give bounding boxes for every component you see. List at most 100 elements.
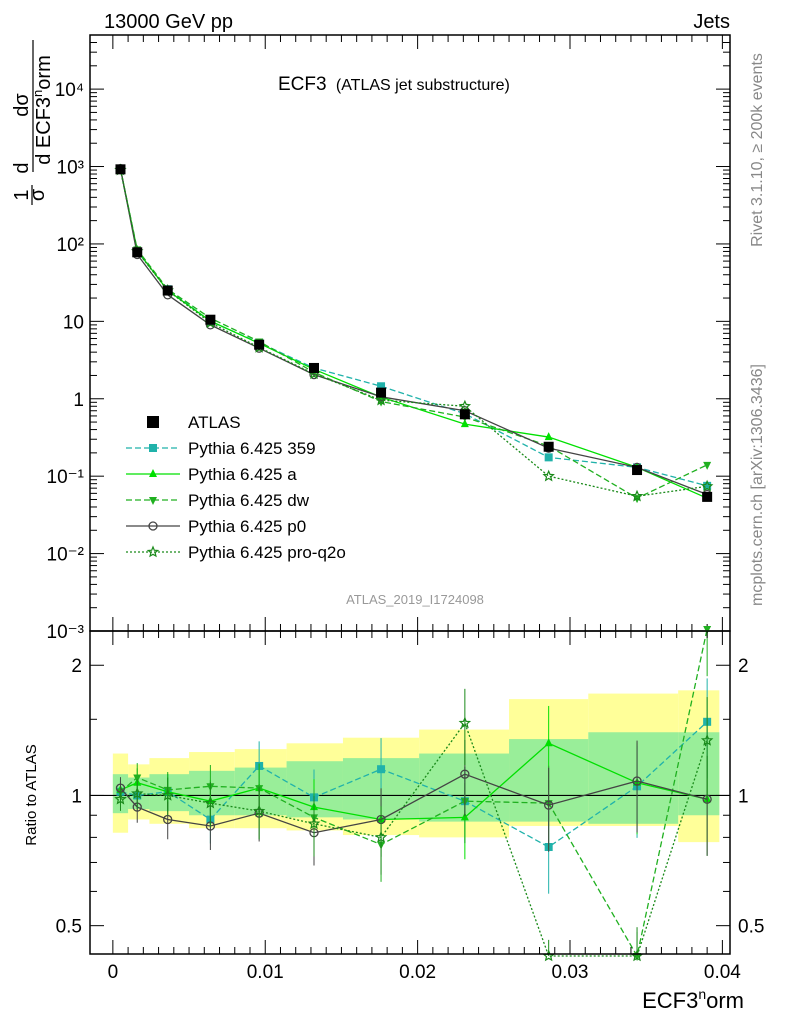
series-3-ratio-point bbox=[544, 800, 554, 810]
series-2-ratio-point bbox=[633, 953, 642, 961]
x-tick-label: 0.04 bbox=[704, 962, 741, 983]
series-4-ratio-point bbox=[700, 733, 714, 746]
series-3-ratio-point bbox=[163, 814, 173, 825]
series-4-point bbox=[542, 469, 555, 482]
ratio-band-inner-10 bbox=[678, 732, 720, 816]
x-tick-label: 0.02 bbox=[399, 962, 436, 983]
ratio-band-inner-4 bbox=[234, 767, 287, 816]
series-4-point bbox=[458, 399, 472, 412]
ratio-y-axis-label: Ratio to ATLAS bbox=[23, 744, 40, 845]
series-4-ratio-point bbox=[252, 804, 266, 817]
legend-entry: Pythia 6.425 dw bbox=[126, 491, 310, 510]
reference-point bbox=[162, 285, 173, 296]
ratio-band-inner-9 bbox=[588, 732, 679, 824]
series-4-ratio-point bbox=[374, 830, 388, 843]
legend-label: ATLAS bbox=[188, 413, 241, 432]
x-axis-label: ECF3norm bbox=[642, 986, 744, 1013]
series-0-point bbox=[703, 481, 712, 490]
reference-point bbox=[459, 409, 470, 420]
series-0-point bbox=[544, 453, 553, 462]
reference-point bbox=[309, 362, 319, 373]
legend-label: Pythia 6.425 p0 bbox=[188, 517, 306, 536]
x-tick-label: 0.01 bbox=[247, 962, 284, 983]
main-y-tick-label: 10⁻² bbox=[47, 545, 85, 566]
legend: ATLAS Pythia 6.425 359 Pythia 6.425 a Pythi… bbox=[126, 413, 346, 562]
ratio-y-tick-label: 1 bbox=[71, 786, 82, 807]
svg-text:1: 1 bbox=[11, 189, 33, 200]
legend-label: Pythia 6.425 359 bbox=[188, 439, 316, 458]
svg-text:dσ: dσ bbox=[11, 93, 33, 117]
series-4-point bbox=[700, 479, 714, 492]
legend-marker bbox=[148, 521, 158, 531]
analysis-id-label: ATLAS_2019_I1724098 bbox=[346, 592, 484, 607]
series-4-ratio-point bbox=[307, 817, 321, 830]
legend-marker bbox=[149, 469, 157, 477]
main-y-tick-label: 10³ bbox=[57, 158, 84, 179]
ratio-band-inner-7 bbox=[419, 753, 510, 822]
series-1-ratio-point bbox=[544, 738, 553, 747]
ratio-y-tick-label: 0.5 bbox=[56, 917, 82, 938]
reference-point bbox=[543, 441, 554, 452]
reference-point bbox=[702, 491, 713, 502]
x-tick-labels: 0 0.01 0.02 0.03 0.04 bbox=[108, 962, 742, 983]
series-4-ratio-point bbox=[161, 788, 174, 801]
svg-text:d: d bbox=[11, 162, 33, 173]
series-4-line bbox=[119, 169, 708, 497]
rivet-version-label: Rivet 3.1.10, ≥ 200k events bbox=[749, 53, 766, 247]
series-3-line bbox=[119, 168, 708, 496]
reference-point bbox=[632, 465, 643, 476]
svg-text:d ECF3norm: d ECF3norm bbox=[30, 55, 55, 165]
ratio-y-tick-label-right: 0.5 bbox=[738, 917, 764, 938]
reference-point bbox=[205, 314, 216, 325]
series-4-point bbox=[374, 393, 388, 406]
series-2-ratio-point bbox=[703, 626, 712, 634]
svg-text:σ: σ bbox=[27, 188, 49, 201]
ratio-plot: 0.5 0.5 1 1 2 2 Ratio to ATLAS bbox=[23, 626, 764, 962]
ratio-y-tick-label: 2 bbox=[71, 656, 82, 677]
ratio-band-inner-3 bbox=[189, 770, 235, 816]
main-y-tick-label: 10² bbox=[57, 235, 84, 256]
legend-marker bbox=[149, 444, 157, 452]
legend-entry: Pythia 6.425 a bbox=[126, 465, 297, 484]
legend-marker bbox=[149, 497, 157, 505]
legend-marker bbox=[146, 545, 160, 558]
series-4-ratio-point bbox=[458, 716, 472, 729]
main-y-tick-label: 10⁻¹ bbox=[47, 467, 85, 488]
legend-entry: Pythia 6.425 359 bbox=[126, 439, 316, 458]
series-4-ratio-point bbox=[114, 792, 127, 805]
legend-label: Pythia 6.425 pro-q2o bbox=[188, 543, 346, 562]
ratio-y-tick-label-right: 2 bbox=[738, 656, 749, 677]
header-energy-label: 13000 GeV pp bbox=[104, 11, 233, 33]
reference-point bbox=[254, 339, 265, 350]
legend-label: Pythia 6.425 a bbox=[188, 465, 297, 484]
mcplots-label: mcplots.cern.ch [arXiv:1306.3436] bbox=[749, 364, 766, 606]
legend-marker bbox=[147, 416, 159, 428]
series-2-point bbox=[703, 461, 712, 470]
series-2-ratio-point bbox=[133, 774, 142, 783]
legend-entry: ATLAS bbox=[147, 413, 241, 432]
series-1-point bbox=[460, 419, 469, 428]
main-y-tick-label: 10⁴ bbox=[55, 80, 84, 101]
series-0-point bbox=[377, 382, 386, 391]
main-y-axis-label: 1 σ d dσ d ECF3norm bbox=[11, 40, 55, 205]
reference-point bbox=[132, 247, 143, 258]
main-plot: 10⁻³ 10⁻² 10⁻¹ 1 10 10² 10³ 10⁴ ECF3 (ATLAS jet… bbox=[11, 34, 731, 643]
series-0-ratio-point bbox=[377, 765, 386, 774]
main-plot-title: ECF3 (ATLAS jet substructure) bbox=[278, 74, 510, 95]
main-y-tick-label: 10 bbox=[63, 312, 84, 333]
reference-point bbox=[115, 164, 126, 175]
main-plot-frame bbox=[89, 34, 731, 632]
reference-point bbox=[376, 387, 387, 398]
ratio-plot-frame bbox=[89, 630, 731, 955]
series-1-point bbox=[544, 432, 553, 441]
legend-entry: Pythia 6.425 pro-q2o bbox=[126, 543, 346, 562]
series-3-ratio-point bbox=[460, 769, 470, 779]
legend-entry: Pythia 6.425 p0 bbox=[126, 517, 306, 536]
ratio-y-tick-label-right: 1 bbox=[738, 786, 749, 807]
series-4-ratio-point bbox=[204, 796, 217, 809]
x-tick-label: 0 bbox=[108, 962, 119, 983]
series-4-point bbox=[630, 489, 644, 502]
main-y-tick-label: 10⁻³ bbox=[47, 622, 85, 643]
legend-label: Pythia 6.425 dw bbox=[188, 491, 310, 510]
